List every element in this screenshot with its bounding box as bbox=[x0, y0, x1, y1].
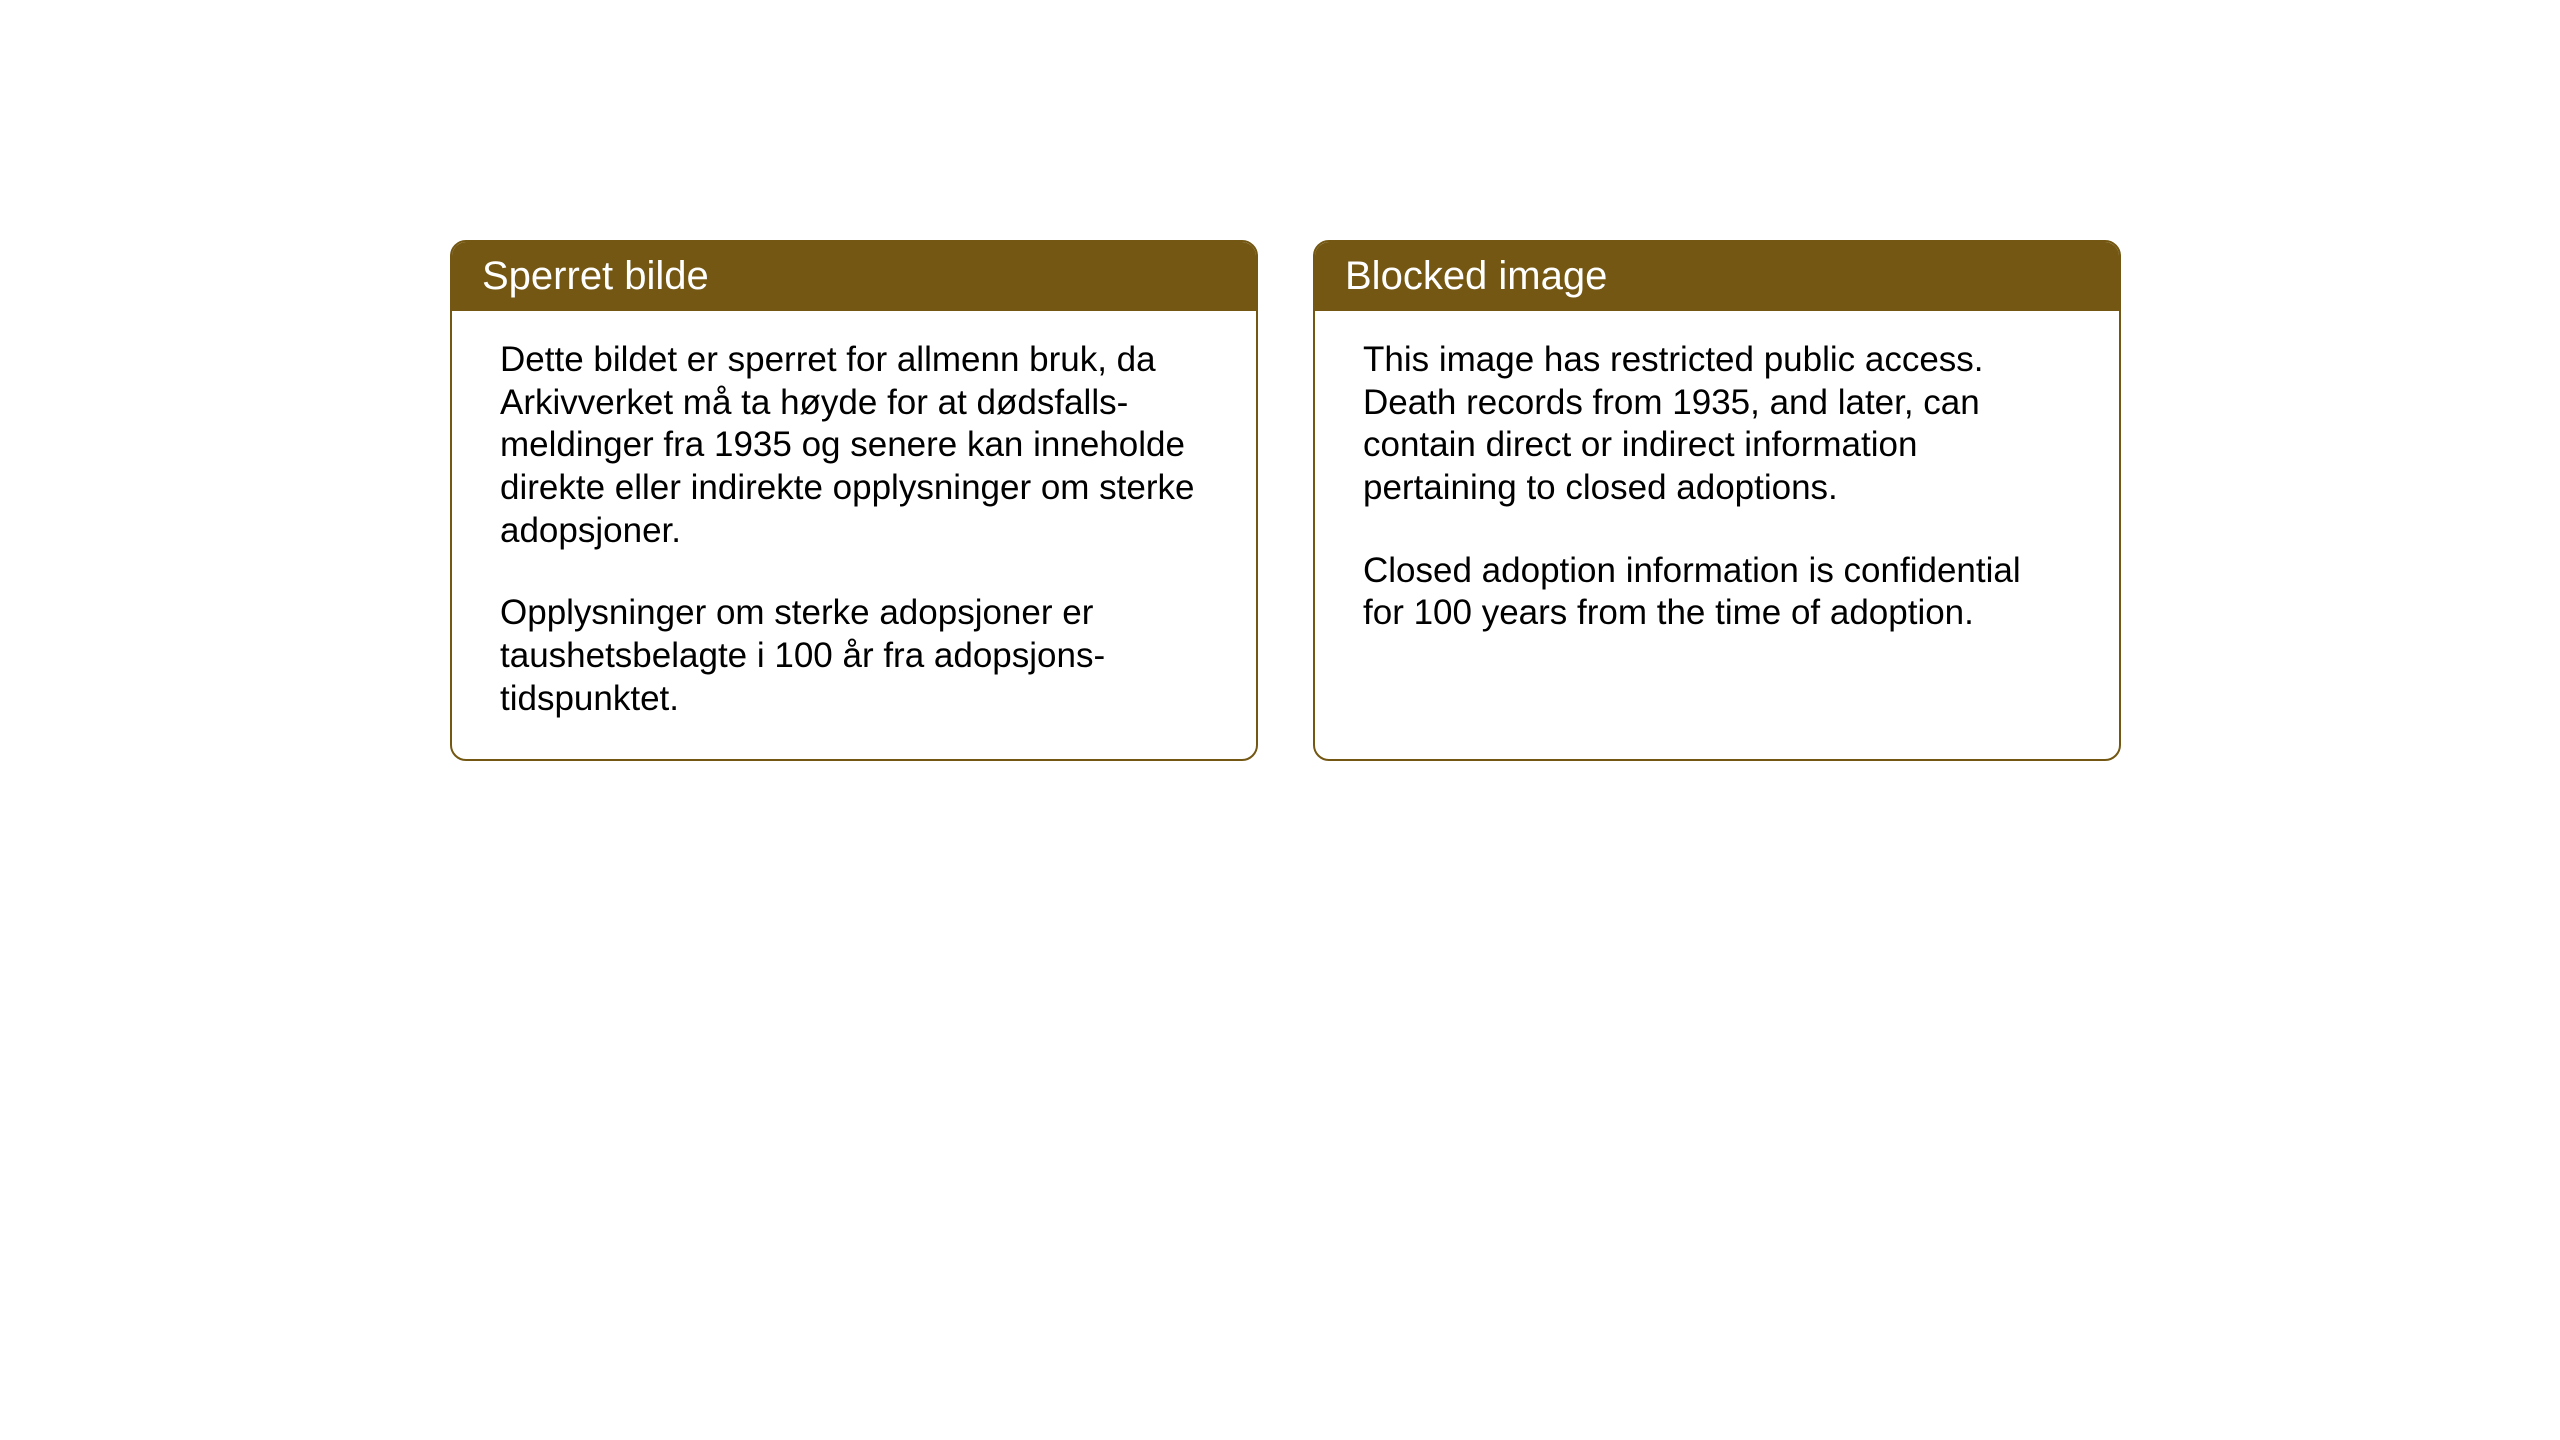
paragraph-2-norwegian: Opplysninger om sterke adopsjoner er tau… bbox=[500, 592, 1208, 720]
paragraph-2-english: Closed adoption information is confident… bbox=[1363, 550, 2071, 635]
card-body-norwegian: Dette bildet er sperret for allmenn bruk… bbox=[452, 311, 1256, 759]
card-english: Blocked image This image has restricted … bbox=[1313, 240, 2121, 761]
card-norwegian: Sperret bilde Dette bildet er sperret fo… bbox=[450, 240, 1258, 761]
paragraph-1-english: This image has restricted public access.… bbox=[1363, 339, 2071, 510]
cards-container: Sperret bilde Dette bildet er sperret fo… bbox=[450, 240, 2121, 761]
card-title-norwegian: Sperret bilde bbox=[452, 242, 1256, 311]
card-title-english: Blocked image bbox=[1315, 242, 2119, 311]
paragraph-1-norwegian: Dette bildet er sperret for allmenn bruk… bbox=[500, 339, 1208, 552]
card-body-english: This image has restricted public access.… bbox=[1315, 311, 2119, 751]
